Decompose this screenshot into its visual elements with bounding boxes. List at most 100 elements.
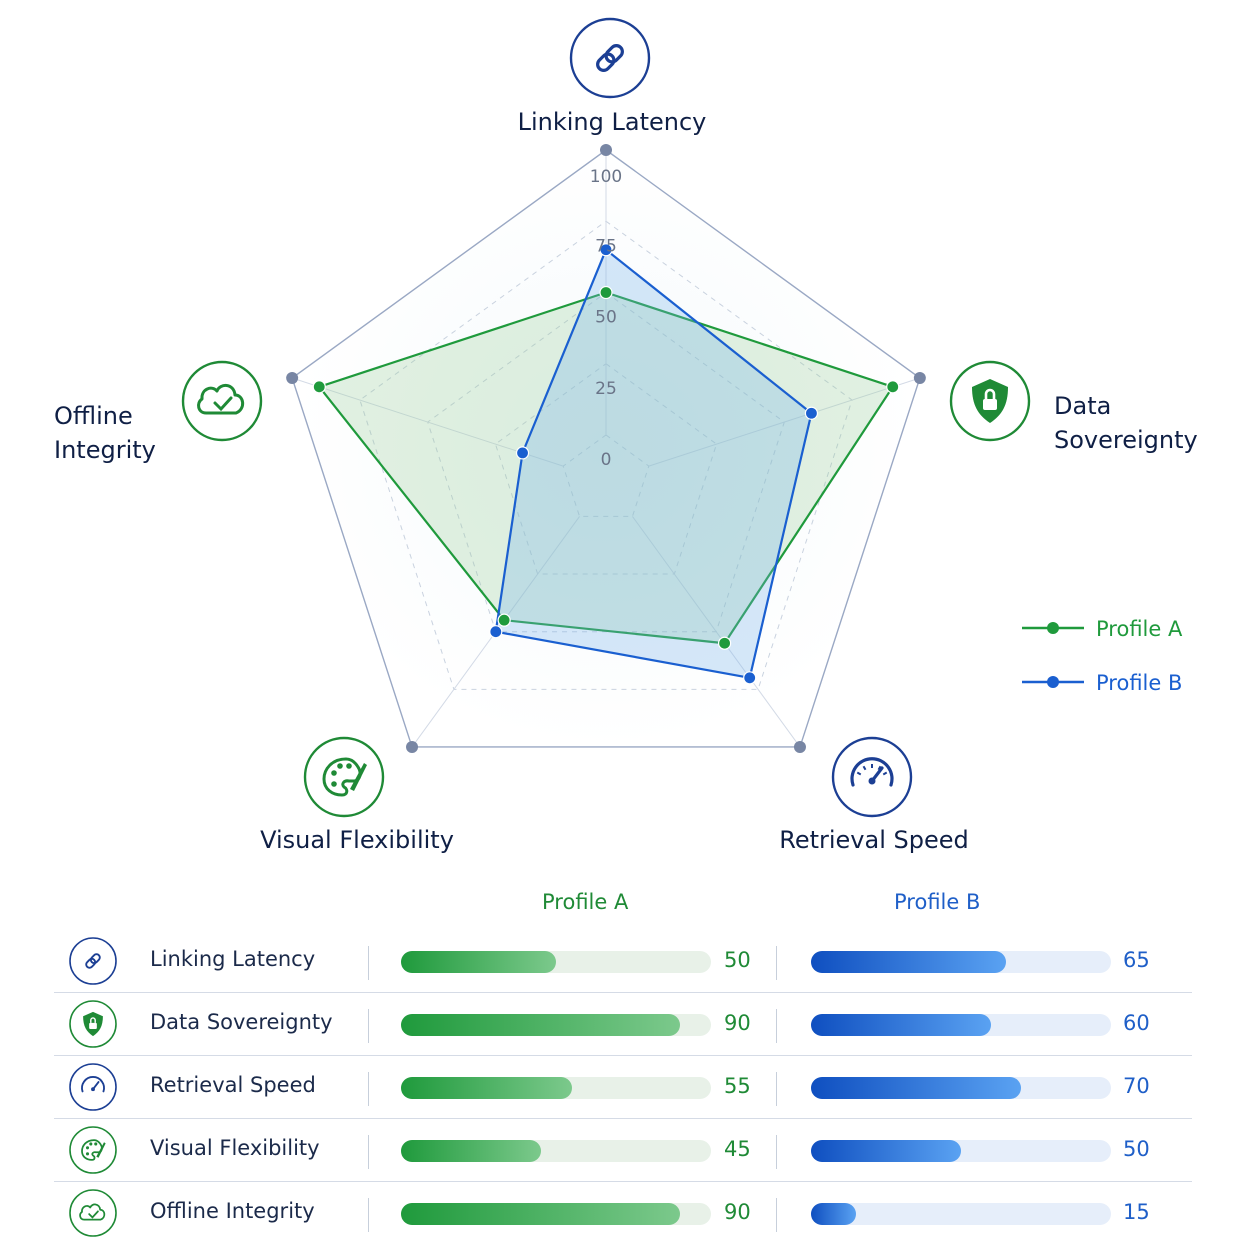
value-profile-b: 60 xyxy=(1123,1011,1150,1035)
bar-track-profile-a xyxy=(401,1014,711,1036)
tick-label: 50 xyxy=(595,308,617,328)
series-area-a xyxy=(318,291,894,645)
grid-background xyxy=(292,150,920,747)
legend-label: Profile B xyxy=(1096,671,1182,695)
row-label-offline-integrity: Offline Integrity xyxy=(150,1199,315,1223)
shield-lock-icon xyxy=(68,999,118,1049)
value-profile-b: 50 xyxy=(1123,1137,1150,1161)
grid-ring xyxy=(291,149,921,748)
bar-track-profile-a xyxy=(401,1203,711,1225)
row-label-visual-flexibility: Visual Flexibility xyxy=(150,1136,320,1160)
bar-track-profile-b xyxy=(811,1140,1111,1162)
series-point-a xyxy=(312,380,326,394)
table-header: Profile A Profile B xyxy=(54,880,1192,930)
cloud-check-icon xyxy=(181,360,263,442)
series-point-b xyxy=(743,671,757,685)
grid-ring xyxy=(562,434,650,517)
radar-ticks: 0 25 50 75 100 xyxy=(590,167,622,470)
bar-fill-profile-a xyxy=(401,1203,680,1225)
bar-fill-profile-a xyxy=(401,1077,572,1099)
bar-fill-profile-b xyxy=(811,1014,991,1036)
column-divider xyxy=(368,1009,369,1043)
bar-track-profile-b xyxy=(811,1014,1111,1036)
series-point-a xyxy=(599,285,613,300)
table-row: Visual Flexibility 45 50 xyxy=(54,1119,1192,1182)
bar-track-profile-b xyxy=(811,1203,1111,1225)
palette-icon xyxy=(68,1125,118,1175)
table-row: Data Sovereignty 90 60 xyxy=(54,993,1192,1056)
tick-label: 75 xyxy=(595,236,617,256)
axis-end-dot xyxy=(600,144,612,156)
axis-label-offline-integrity: Offline Integrity xyxy=(54,402,156,464)
axis-label-linking-latency: Linking Latency xyxy=(518,108,707,136)
value-profile-b: 65 xyxy=(1123,948,1150,972)
axis-spoke xyxy=(632,516,801,748)
palette-icon xyxy=(303,736,385,818)
column-divider xyxy=(368,1135,369,1169)
value-profile-a: 55 xyxy=(724,1074,751,1098)
tick-label: 100 xyxy=(590,167,622,187)
axis-end-dot xyxy=(913,372,926,385)
legend-label: Profile A xyxy=(1096,617,1183,641)
axis-spoke xyxy=(648,377,921,467)
series-point-a xyxy=(497,613,511,627)
row-label-linking-latency: Linking Latency xyxy=(150,947,316,971)
table-body: Linking Latency 50 65 Data Sovereignty 90 60 R… xyxy=(54,930,1192,1244)
bar-fill-profile-b xyxy=(811,1203,856,1225)
series-point-a xyxy=(886,380,900,394)
cloud-check-icon xyxy=(68,1188,118,1238)
table-row: Retrieval Speed 55 70 xyxy=(54,1056,1192,1119)
series-point-b xyxy=(489,625,503,639)
axis-end-dot xyxy=(793,740,806,753)
series-point-b xyxy=(599,243,613,257)
axis-end-dot xyxy=(406,740,419,753)
column-divider xyxy=(368,1198,369,1232)
series-point-b xyxy=(804,406,819,420)
bar-track-profile-a xyxy=(401,1077,711,1099)
bar-track-profile-a xyxy=(401,1140,711,1162)
table-header-profile-b: Profile B xyxy=(894,890,981,914)
bar-fill-profile-b xyxy=(811,1140,961,1162)
value-profile-a: 50 xyxy=(724,948,751,972)
bar-fill-profile-a xyxy=(401,1140,541,1162)
axis-label-visual-flexibility: Visual Flexibility xyxy=(260,826,454,854)
column-divider xyxy=(776,946,777,980)
series-area-b xyxy=(494,248,813,679)
bar-track-profile-b xyxy=(811,951,1111,973)
bar-fill-profile-a xyxy=(401,951,556,973)
column-divider xyxy=(776,1135,777,1169)
value-profile-b: 15 xyxy=(1123,1200,1150,1224)
radar-axis-labels: Linking Latency Data Sovereignty Retrieval … xyxy=(54,17,1198,854)
link-icon xyxy=(68,936,118,986)
value-profile-a: 90 xyxy=(724,1011,751,1035)
comparison-table: Profile A Profile B Linking Latency 50 65 D… xyxy=(54,880,1192,1244)
tick-label: 25 xyxy=(595,379,617,399)
column-divider xyxy=(776,1072,777,1106)
column-divider xyxy=(368,1072,369,1106)
legend-item-a: Profile A xyxy=(1022,617,1183,641)
row-label-retrieval-speed: Retrieval Speed xyxy=(150,1073,316,1097)
gauge-icon xyxy=(68,1062,118,1112)
grid-ring xyxy=(494,363,718,575)
axis-label-data-sovereignty: Data Sovereignty xyxy=(1054,392,1198,454)
legend-item-b: Profile B xyxy=(1022,671,1182,695)
bar-fill-profile-b xyxy=(811,1077,1021,1099)
tick-label: 0 xyxy=(601,450,612,470)
value-profile-a: 90 xyxy=(724,1200,751,1224)
value-profile-a: 45 xyxy=(724,1137,751,1161)
bar-track-profile-a xyxy=(401,951,711,973)
gauge-icon xyxy=(831,736,913,818)
series-point-b xyxy=(515,446,530,460)
radar-chart: 0 25 50 75 100 Linking Latency Data Sovereignt… xyxy=(54,17,1198,854)
bar-fill-profile-a xyxy=(401,1014,680,1036)
column-divider xyxy=(776,1009,777,1043)
axis-label-retrieval-speed: Retrieval Speed xyxy=(779,826,969,854)
grid-ring xyxy=(359,220,853,690)
bar-fill-profile-b xyxy=(811,951,1006,973)
series-point-a xyxy=(717,636,732,650)
value-profile-b: 70 xyxy=(1123,1074,1150,1098)
column-divider xyxy=(368,946,369,980)
shield-lock-icon xyxy=(949,360,1031,442)
radar-grid xyxy=(286,144,926,753)
link-icon xyxy=(569,17,651,99)
